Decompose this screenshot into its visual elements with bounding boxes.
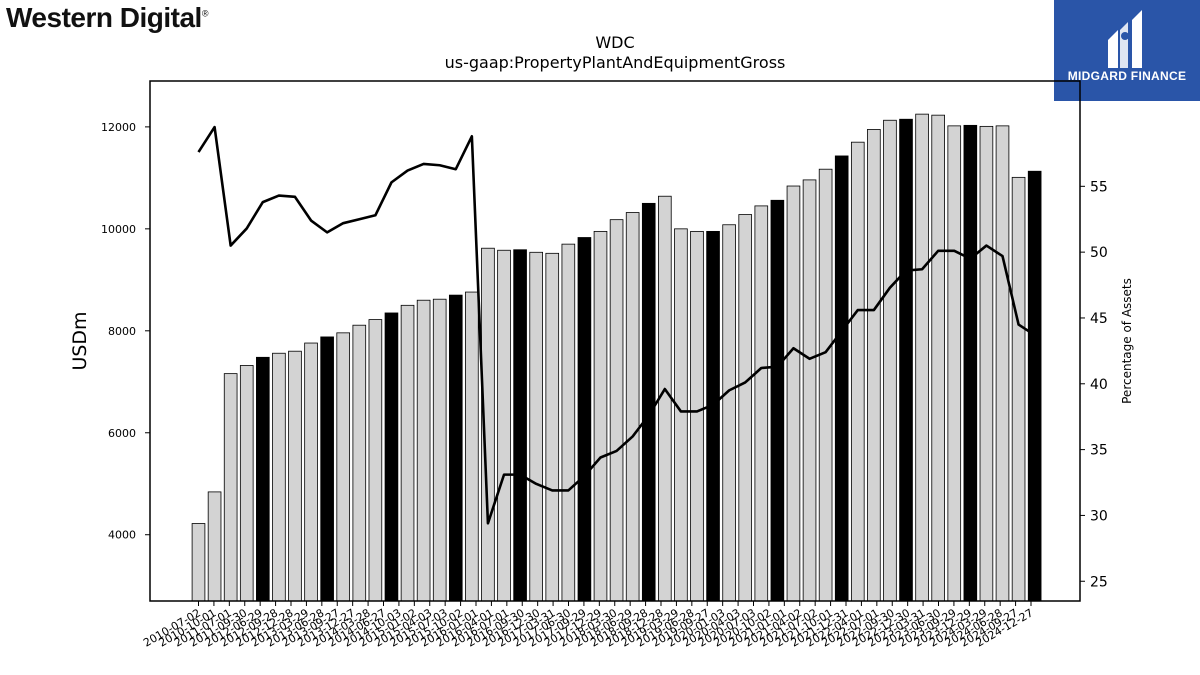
bar — [690, 230, 704, 602]
bar — [561, 243, 576, 602]
line-series — [197, 125, 1036, 525]
bar — [207, 491, 222, 602]
y2-tick-label: 40 — [1090, 377, 1108, 393]
bar — [272, 352, 286, 602]
bar — [223, 373, 238, 602]
y2-tick-label: 55 — [1090, 179, 1108, 195]
y-tick-label: 4000 — [108, 529, 136, 542]
line-path — [197, 125, 1036, 525]
bar — [867, 129, 881, 602]
bar — [545, 252, 560, 602]
bar — [674, 228, 688, 602]
company-logo: Western Digital® — [6, 2, 208, 33]
bar — [368, 319, 383, 602]
bar — [818, 168, 833, 602]
bar — [384, 312, 399, 602]
bar — [239, 365, 254, 602]
bar — [947, 125, 962, 602]
chart-title: WDC — [595, 33, 634, 52]
bar — [883, 119, 897, 602]
bar — [593, 230, 608, 602]
x-axis: 2010-07-022010-10-012011-07-012011-09-30… — [141, 601, 1036, 650]
plot-frame — [149, 80, 1081, 602]
y2-axis-label: Percentage of Assets — [1120, 278, 1134, 404]
bar — [432, 298, 447, 602]
bar — [786, 185, 801, 602]
y-tick-label: 8000 — [108, 325, 136, 338]
bar-series — [191, 113, 1042, 602]
bar — [336, 332, 351, 602]
bar — [1027, 170, 1042, 602]
bar — [915, 113, 929, 602]
y-axis-right: 25 30 35 40 45 50 55 — [1080, 179, 1108, 590]
bar — [304, 342, 318, 602]
bar — [577, 237, 592, 602]
bar — [400, 304, 415, 602]
bar — [770, 199, 785, 602]
bar — [256, 356, 270, 602]
bar — [352, 324, 367, 602]
y2-tick-label: 35 — [1090, 443, 1108, 459]
bar — [850, 141, 865, 602]
bar — [641, 202, 656, 602]
chart-subtitle: us-gaap:PropertyPlantAndEquipmentGross — [445, 53, 786, 72]
bar — [416, 299, 431, 602]
bar — [931, 114, 945, 602]
bar — [1011, 176, 1026, 602]
bar — [738, 214, 753, 602]
y-tick-label: 12000 — [101, 121, 136, 134]
y2-tick-label: 50 — [1090, 245, 1108, 261]
y2-tick-label: 45 — [1090, 311, 1108, 327]
bar — [320, 336, 334, 602]
bar — [513, 249, 527, 602]
bar — [191, 523, 206, 602]
y-tick-label: 10000 — [101, 223, 136, 236]
bar — [448, 294, 463, 602]
bar — [465, 291, 479, 602]
bar — [899, 118, 913, 602]
midgard-logo-icon — [1108, 10, 1142, 68]
sponsor-badge: MIDGARD FINANCE — [1054, 0, 1200, 101]
bar — [609, 219, 624, 602]
bar — [497, 249, 511, 602]
bar — [706, 230, 720, 602]
bar — [625, 212, 640, 602]
y2-tick-label: 25 — [1090, 574, 1108, 590]
bar — [995, 125, 1010, 602]
bar — [979, 125, 994, 602]
y-axis-left: 4000 6000 8000 10000 12000 — [101, 121, 150, 542]
bar — [963, 124, 978, 602]
y-tick-label: 6000 — [108, 427, 136, 440]
bar — [834, 155, 849, 602]
y-axis-label: USDm — [69, 311, 91, 370]
bar — [529, 251, 543, 602]
sponsor-name: MIDGARD FINANCE — [1067, 69, 1187, 83]
bar — [754, 205, 769, 602]
bar — [802, 179, 817, 602]
bar — [288, 350, 302, 602]
y2-tick-label: 30 — [1090, 508, 1108, 524]
bar — [722, 224, 736, 602]
